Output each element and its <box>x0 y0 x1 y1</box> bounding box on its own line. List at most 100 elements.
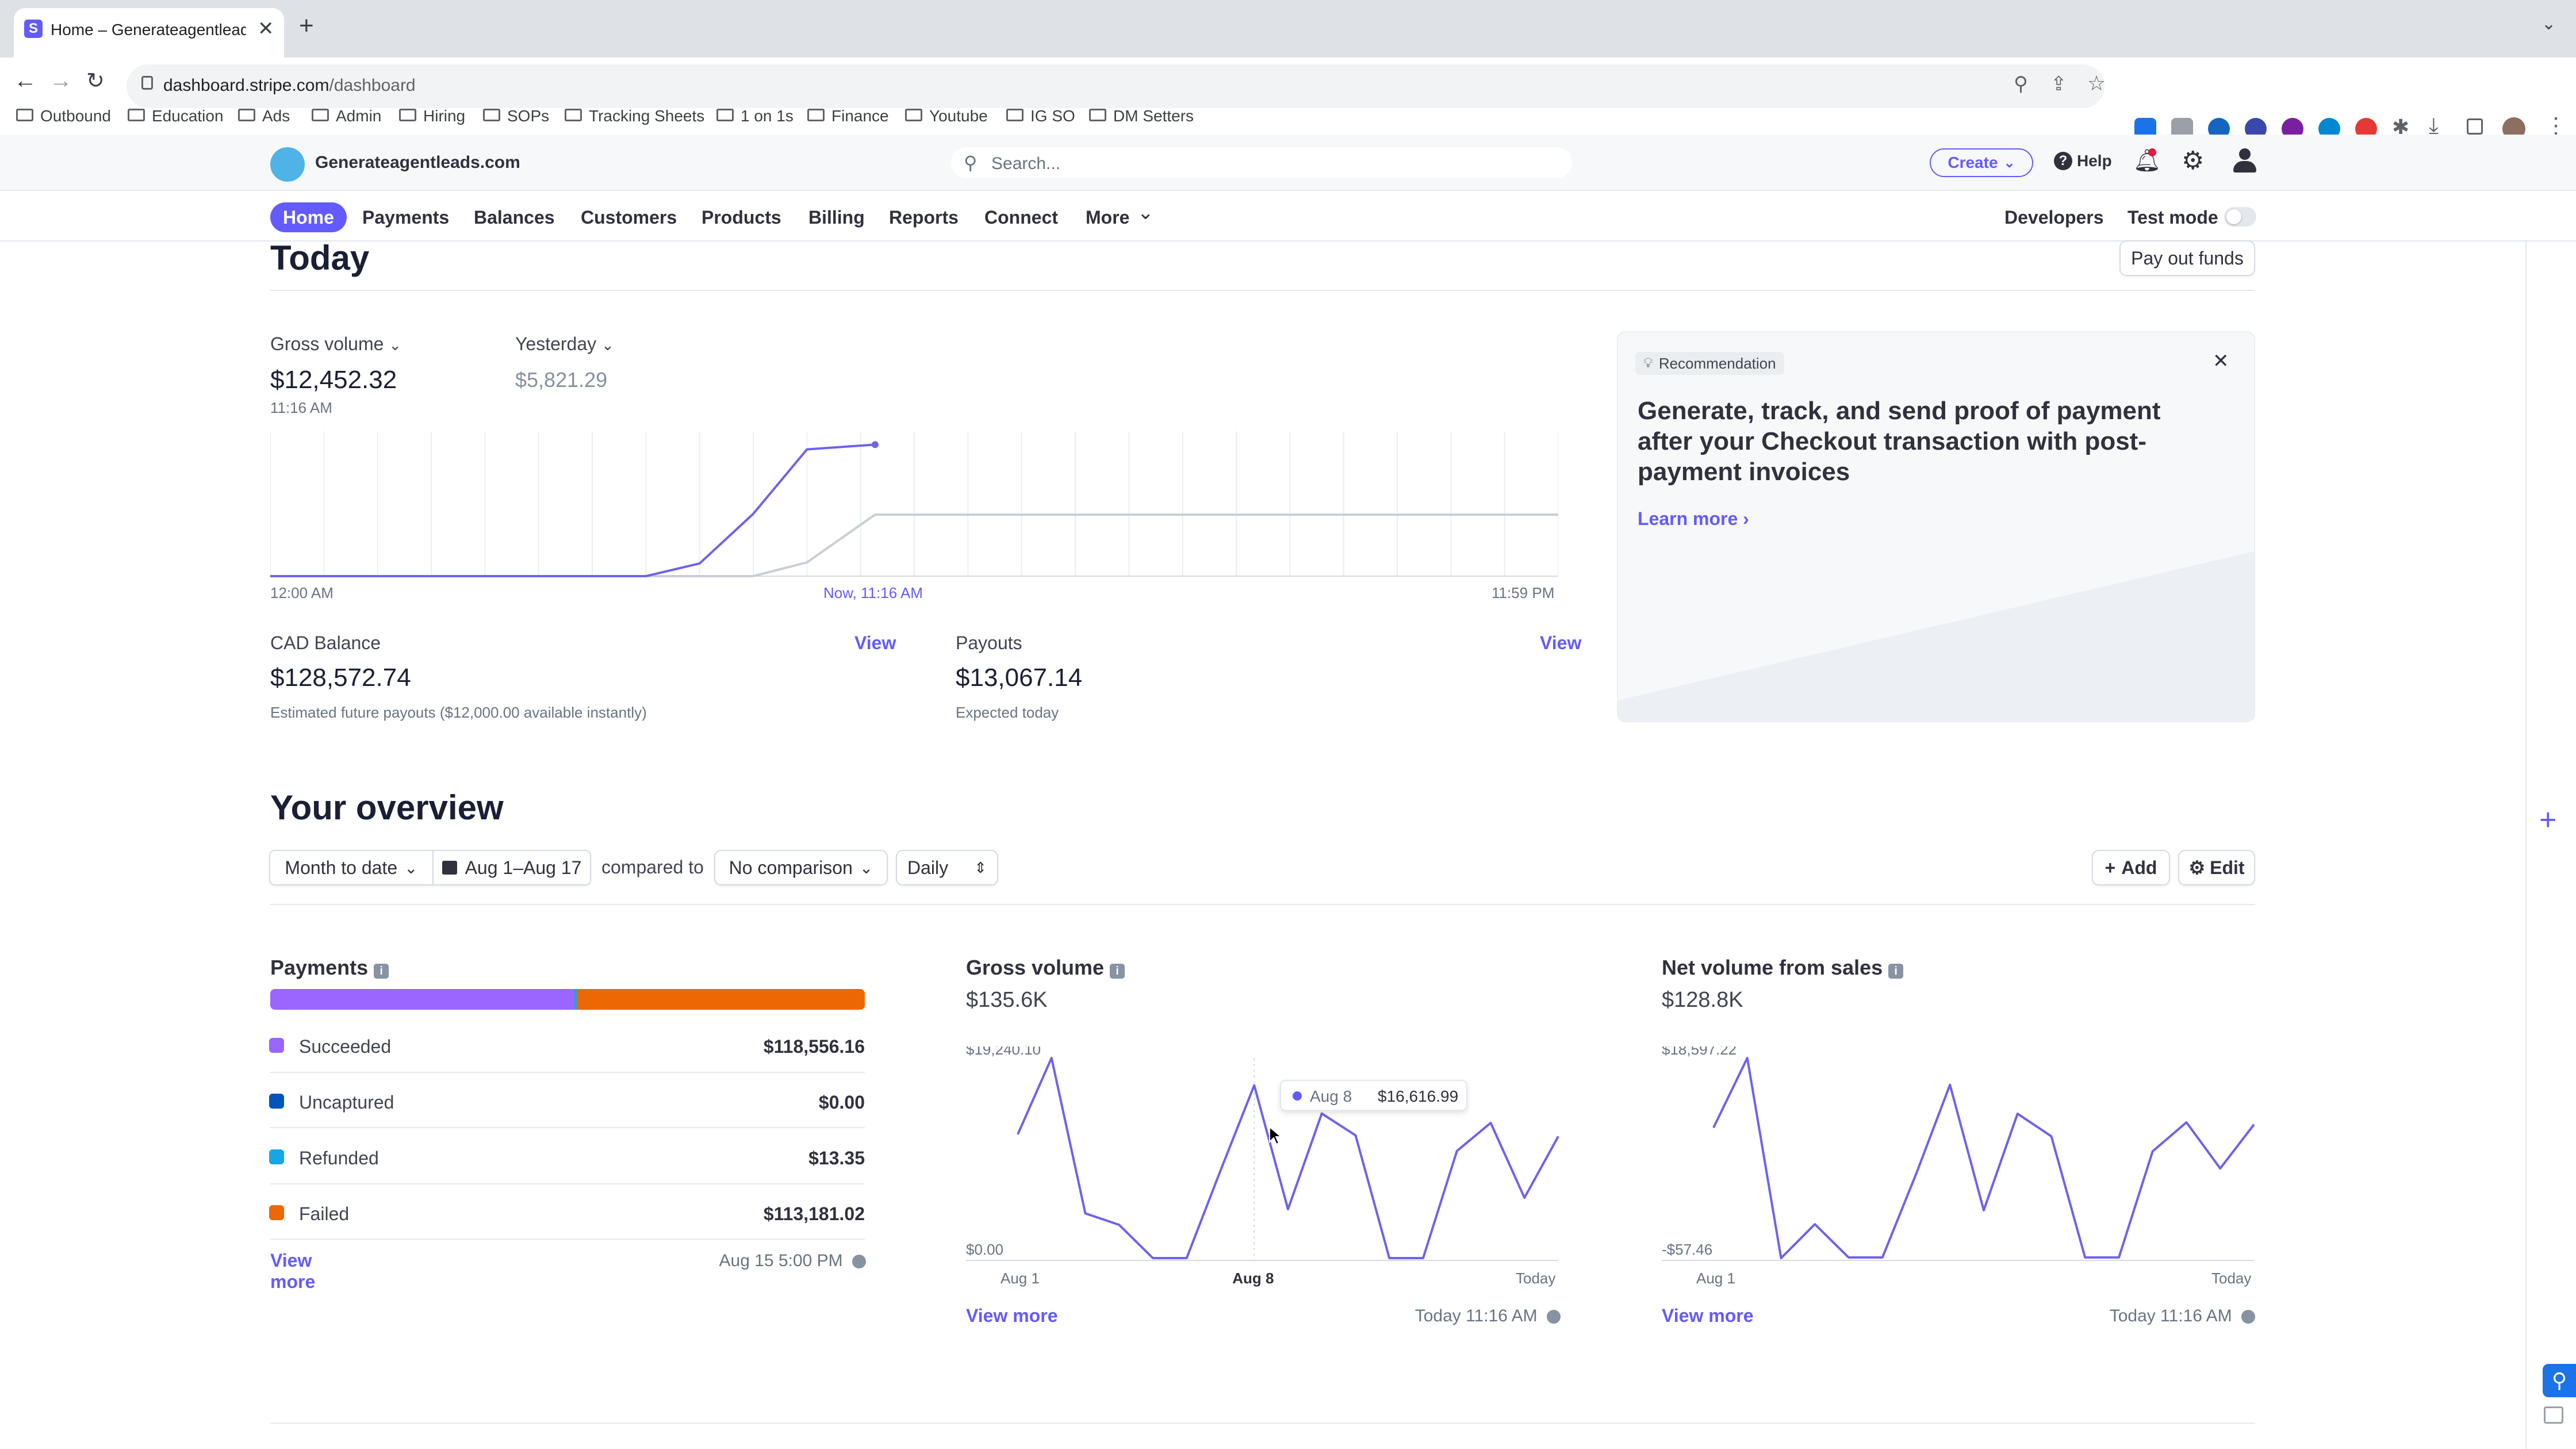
mouse-cursor-icon <box>1269 1126 1282 1145</box>
payouts-view-link[interactable]: View <box>1540 632 1582 653</box>
bookmark-label: Tracking Sheets <box>589 107 705 125</box>
account-name[interactable]: Generateagentleads.com <box>315 153 520 172</box>
cad-balance-view-link[interactable]: View <box>854 632 896 653</box>
help-label: Help <box>2077 152 2112 170</box>
net-updated-time: Today 11:16 AM <box>2109 1306 2232 1325</box>
search-box[interactable]: ⚲ Search... <box>951 147 1572 178</box>
folder-icon <box>905 109 922 121</box>
zoom-icon[interactable]: ⚲ <box>2014 73 2028 95</box>
edit-button[interactable]: ⚙ Edit <box>2178 850 2255 885</box>
bookmark-finance[interactable]: Finance <box>807 105 889 128</box>
bookmark-admin[interactable]: Admin <box>312 105 381 128</box>
learn-more-link[interactable]: Learn more › <box>1638 508 1749 530</box>
side-plus-icon[interactable]: + <box>2539 803 2557 837</box>
notifications-bell-icon[interactable]: 🔔︎ <box>2133 149 2161 173</box>
nav-connect[interactable]: Connect <box>984 207 1058 228</box>
comparison-dropdown[interactable]: No comparison ⌄ <box>714 850 888 885</box>
settings-gear-icon[interactable]: ⚙ <box>2182 147 2205 175</box>
refunded-dot <box>269 1149 284 1164</box>
bookmark-1on1s[interactable]: 1 on 1s <box>716 105 793 128</box>
browser-menu-icon[interactable]: ⋮ <box>2545 114 2567 138</box>
chevron-right-icon: › <box>1743 508 1749 529</box>
address-bar[interactable]: dashboard.stripe.com/dashboard ⚲ ⇪ ☆ <box>126 64 2106 108</box>
nav-products[interactable]: Products <box>702 207 781 228</box>
edit-label: Edit <box>2210 857 2245 878</box>
create-button[interactable]: Create ⌄ <box>1930 148 2033 177</box>
folder-icon <box>483 109 500 121</box>
folder-icon <box>807 109 825 121</box>
bookmark-tracking-sheets[interactable]: Tracking Sheets <box>565 105 704 128</box>
browser-toolbar: ← → ↻ dashboard.stripe.com/dashboard ⚲ ⇪… <box>0 57 2576 146</box>
nav-more[interactable]: More <box>1086 207 1130 228</box>
gross-volume-selector[interactable]: Gross volume ⌄ <box>270 334 401 355</box>
account-logo-icon[interactable] <box>270 147 305 182</box>
test-mode-toggle[interactable] <box>2224 207 2256 227</box>
cad-balance-label: CAD Balance <box>270 632 381 653</box>
gross-view-more-link[interactable]: View more <box>966 1305 1058 1326</box>
interval-dropdown[interactable]: Daily ⇕ <box>896 850 998 885</box>
lightbulb-icon: 💡︎ <box>1643 355 1653 371</box>
compare-selector[interactable]: Yesterday ⌄ <box>515 334 614 355</box>
profile-user-icon[interactable] <box>2233 148 2256 174</box>
tab-close-icon[interactable]: ✕ <box>258 18 274 40</box>
nav-reports[interactable]: Reports <box>889 207 959 228</box>
new-tab-icon[interactable]: + <box>299 12 314 40</box>
payments-updated: Aug 15 5:00 PM <box>652 1251 866 1271</box>
gross-volume-title[interactable]: Gross volume i <box>966 956 1125 980</box>
search-input[interactable]: Search... <box>991 154 1061 173</box>
row-divider <box>270 1072 865 1073</box>
bookmark-star-icon[interactable]: ☆ <box>2087 71 2106 95</box>
bookmark-hiring[interactable]: Hiring <box>399 105 465 128</box>
url-domain: dashboard.stripe.com <box>163 76 329 95</box>
row-divider <box>270 1239 865 1240</box>
card-decoration <box>1618 551 2254 721</box>
scrollbar-track[interactable] <box>2525 240 2527 1449</box>
payments-view-more-link[interactable]: View more <box>270 1250 316 1292</box>
close-icon[interactable]: ✕ <box>2213 350 2229 372</box>
assistant-search-icon[interactable]: ⚲ <box>2543 1364 2576 1397</box>
create-label: Create <box>1948 154 1998 171</box>
nav-billing[interactable]: Billing <box>808 207 865 228</box>
chevron-down-icon: ⌄ <box>2003 155 2015 171</box>
sidepanel-icon[interactable] <box>2467 118 2483 135</box>
net-volume-title[interactable]: Net volume from sales i <box>1662 956 1904 980</box>
nav-home[interactable]: Home <box>270 202 347 232</box>
nav-balances[interactable]: Balances <box>474 207 555 228</box>
date-range-button[interactable]: Aug 1–Aug 17 <box>432 850 591 885</box>
add-button[interactable]: + Add <box>2092 850 2170 885</box>
nav-developers[interactable]: Developers <box>2004 207 2104 228</box>
bookmark-sops[interactable]: SOPs <box>483 105 549 128</box>
payments-title[interactable]: Payments i <box>270 956 389 980</box>
bookmark-education[interactable]: Education <box>128 105 224 128</box>
recommendation-badge: 💡︎ Recommendation <box>1635 352 1784 375</box>
lock-icon <box>141 76 153 90</box>
download-icon[interactable]: ⤓ <box>2429 114 2439 138</box>
browser-tab[interactable]: S Home – Generateagentleads.co ✕ <box>14 8 284 57</box>
bookmark-dm-setters[interactable]: DM Setters <box>1089 105 1194 128</box>
share-icon[interactable]: ⇪ <box>2050 73 2067 95</box>
range-dropdown[interactable]: Month to date ⌄ <box>269 850 434 885</box>
stripe-top-header: Generateagentleads.com ⚲ Search... Creat… <box>0 135 2576 191</box>
net-view-more-link[interactable]: View more <box>1662 1305 1754 1326</box>
back-icon[interactable]: ← <box>14 68 37 93</box>
nav-payments[interactable]: Payments <box>362 207 450 228</box>
bookmark-outbound[interactable]: Outbound <box>16 105 111 128</box>
add-label: Add <box>2121 857 2157 878</box>
gross-volume-time: 11:16 AM <box>270 399 332 416</box>
pay-out-funds-button[interactable]: Pay out funds <box>2119 240 2255 276</box>
tab-search-chevron-icon[interactable]: ⌄ <box>2542 14 2556 33</box>
bookmark-youtube[interactable]: Youtube <box>905 105 988 128</box>
terminal-icon[interactable] <box>2544 1406 2563 1424</box>
help-button[interactable]: ? Help <box>2054 152 2112 170</box>
forward-icon[interactable]: → <box>49 68 72 93</box>
compare-label: Yesterday <box>515 334 597 354</box>
nav-customers[interactable]: Customers <box>581 207 677 228</box>
reload-icon[interactable]: ↻ <box>86 69 105 93</box>
folder-icon <box>238 109 255 121</box>
overview-heading: Your overview <box>270 788 504 827</box>
bookmark-ig-so[interactable]: IG SO <box>1006 105 1075 128</box>
today-divider <box>270 290 2255 291</box>
interval-label: Daily <box>907 857 949 878</box>
bookmark-ads[interactable]: Ads <box>238 105 290 128</box>
tooltip-dot <box>1293 1091 1302 1101</box>
